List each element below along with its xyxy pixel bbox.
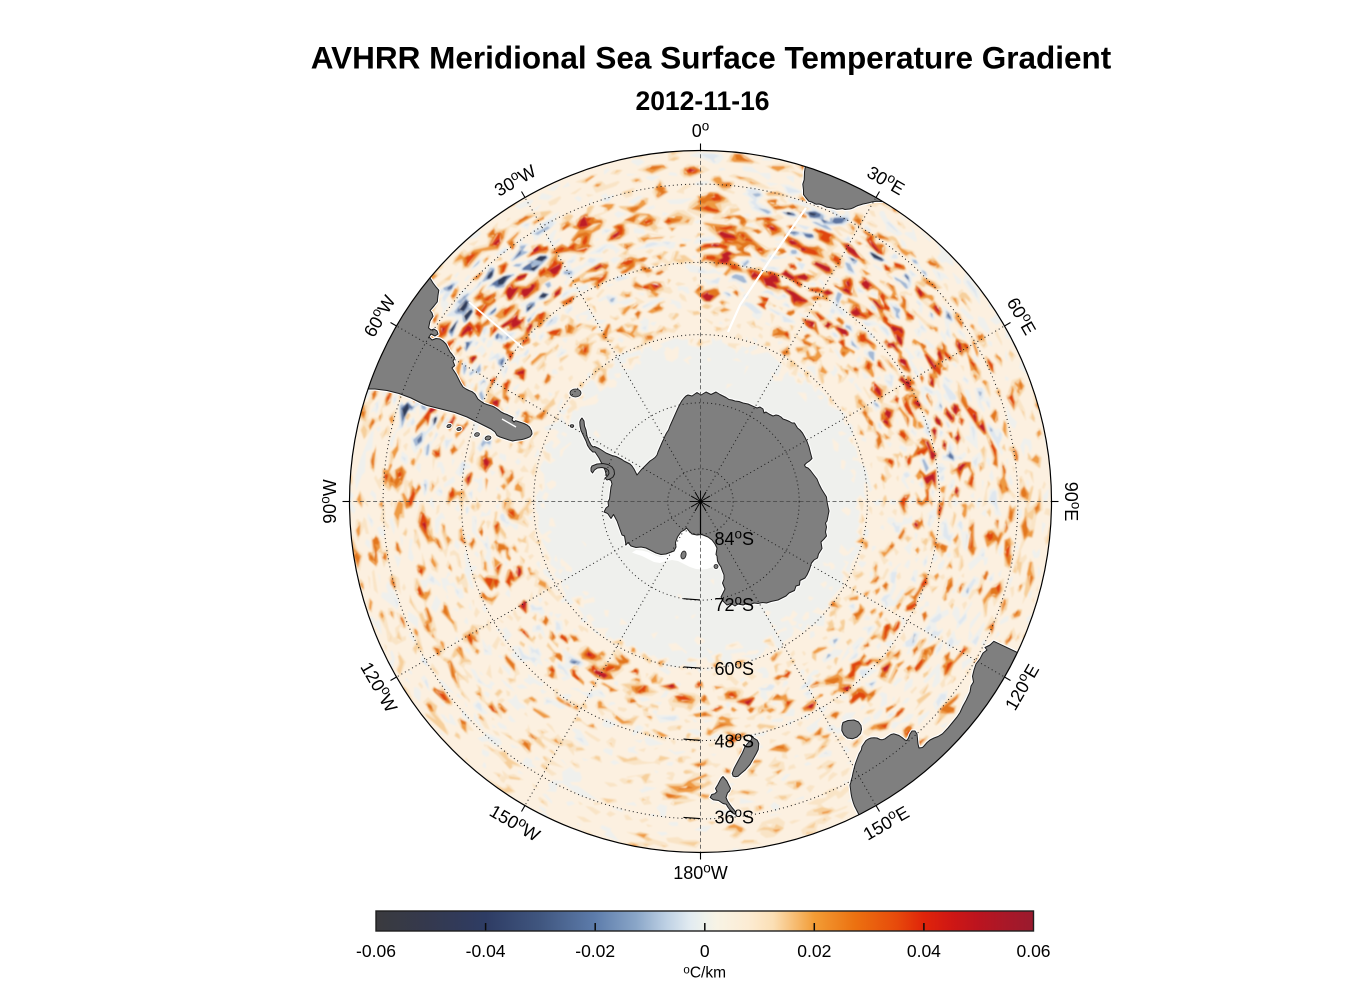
svg-text:48oS: 48oS xyxy=(715,729,755,752)
svg-text:-0.06: -0.06 xyxy=(356,941,396,961)
svg-text:90oE: 90oE xyxy=(1061,482,1084,522)
svg-text:60oS: 60oS xyxy=(715,657,755,680)
svg-text:AVHRR Meridional Sea Surface T: AVHRR Meridional Sea Surface Temperature… xyxy=(311,40,1112,76)
svg-text:0: 0 xyxy=(700,941,710,961)
svg-text:oC/km: oC/km xyxy=(683,965,726,982)
svg-text:0.06: 0.06 xyxy=(1016,941,1050,961)
svg-text:72oS: 72oS xyxy=(715,593,755,616)
svg-text:0.04: 0.04 xyxy=(907,941,941,961)
svg-text:36oS: 36oS xyxy=(715,805,755,828)
svg-text:-0.04: -0.04 xyxy=(466,941,506,961)
svg-text:90oW: 90oW xyxy=(318,479,341,524)
svg-text:180oW: 180oW xyxy=(673,861,728,884)
svg-text:-0.02: -0.02 xyxy=(575,941,615,961)
svg-text:2012-11-16: 2012-11-16 xyxy=(635,86,769,116)
svg-text:84oS: 84oS xyxy=(715,527,755,550)
svg-text:0.02: 0.02 xyxy=(797,941,831,961)
